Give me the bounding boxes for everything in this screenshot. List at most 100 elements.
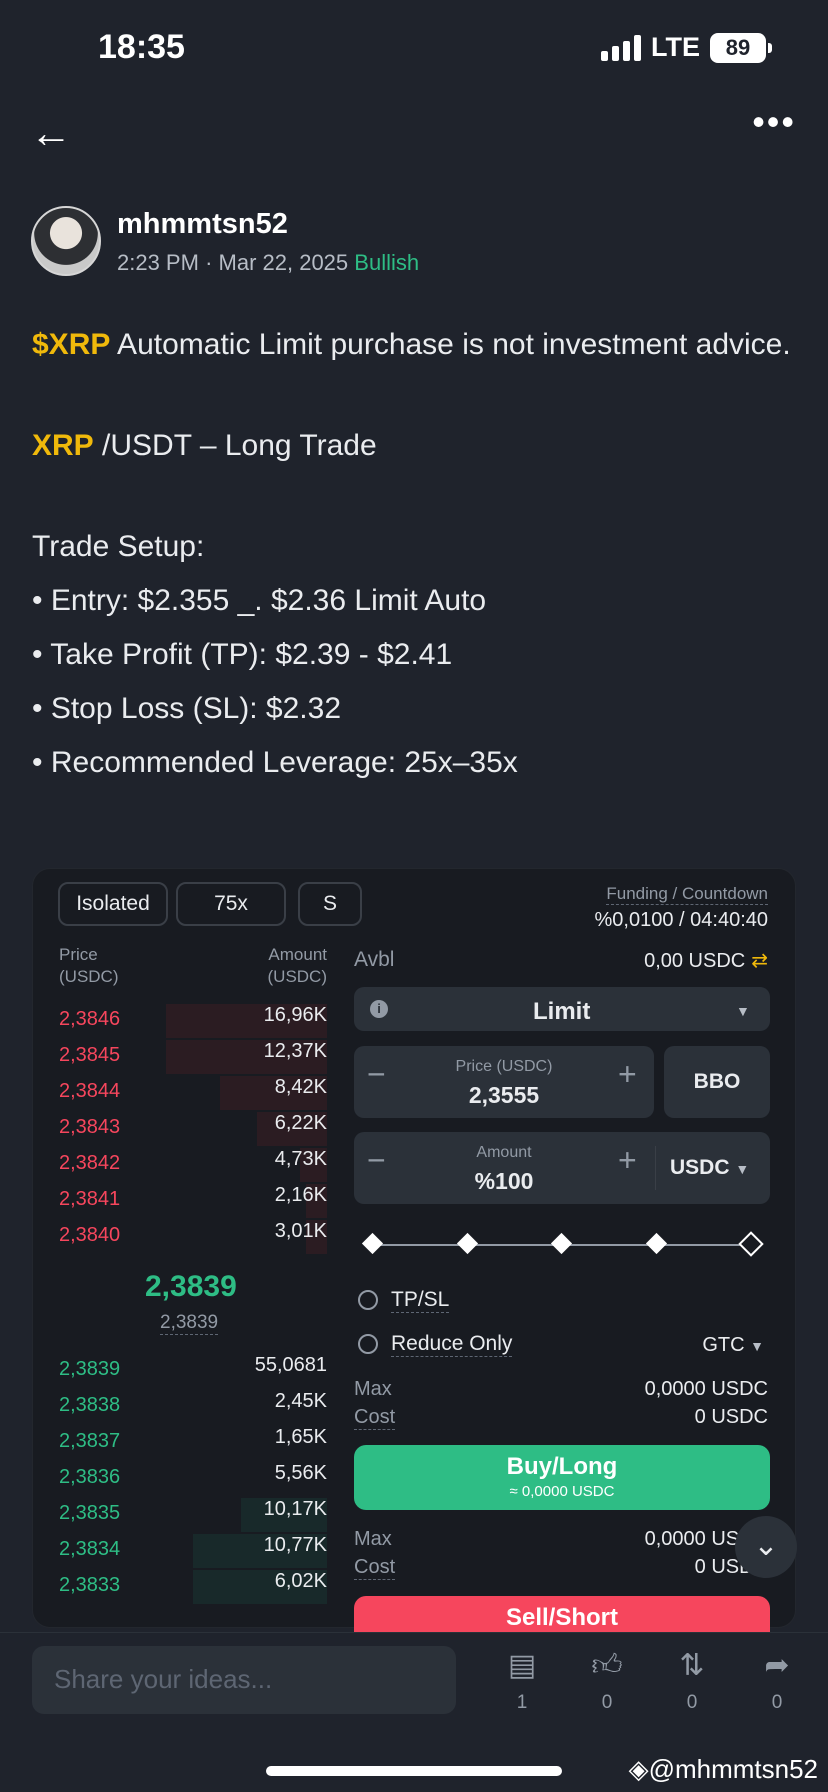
price-plus-button[interactable]: +	[618, 1056, 637, 1092]
amount-header-label: Amount	[268, 945, 327, 964]
amount-minus-button[interactable]: −	[367, 1142, 386, 1178]
orderbook-amount: 8,42K	[274, 1076, 327, 1098]
available-value: 0,00 USDC ⇄	[644, 948, 768, 973]
orderbook-price: 2,3842	[59, 1152, 121, 1174]
like-button[interactable]: 👍︎ 0	[582, 1648, 632, 1714]
scroll-down-icon[interactable]: ⌄	[735, 1516, 797, 1578]
depth-bar	[300, 1148, 327, 1182]
bbo-button[interactable]: BBO	[664, 1046, 770, 1118]
setup-item: • Take Profit (TP): $2.39 - $2.41	[32, 638, 453, 671]
ticker-link[interactable]: $XRP	[32, 328, 111, 361]
reduce-only-label[interactable]: Reduce Only	[391, 1332, 513, 1357]
mark-price: 2,3839	[160, 1312, 219, 1335]
orderbook-price: 2,3846	[59, 1008, 121, 1030]
orderbook-price: 2,3836	[59, 1466, 121, 1488]
amount-unit-select[interactable]: USDC ▼	[670, 1156, 749, 1180]
orderbook-amount: 5,56K	[274, 1462, 327, 1484]
binance-logo-icon: ◈	[628, 1754, 649, 1784]
orderbook-row[interactable]: 2,3841 2,16K	[59, 1184, 327, 1218]
orderbook-row[interactable]: 2,3836 5,56K	[59, 1462, 327, 1492]
available-label: Avbl	[354, 948, 395, 971]
pair-line: XRP /USDT – Long Trade	[32, 419, 802, 473]
orderbook-row[interactable]: 2,3839 55,0681	[59, 1354, 327, 1384]
repost-button[interactable]: ⇅ 0	[667, 1648, 717, 1714]
orderbook-price: 2,3840	[59, 1224, 121, 1246]
order-type-value: Limit	[533, 998, 591, 1025]
orderbook-row[interactable]: 2,3842 4,73K	[59, 1148, 327, 1182]
price-minus-button[interactable]: −	[367, 1056, 386, 1092]
buy-cost-label: Cost	[354, 1406, 396, 1430]
orderbook-price: 2,3845	[59, 1044, 121, 1066]
leverage-chip[interactable]: 75x	[176, 882, 286, 926]
tif-value: GTC	[702, 1334, 745, 1356]
more-options-icon[interactable]: •••	[752, 101, 796, 142]
orderbook-amount: 10,17K	[263, 1498, 327, 1520]
orderbook-row[interactable]: 2,3840 3,01K	[59, 1220, 327, 1254]
setup-item: • Stop Loss (SL): $2.32	[32, 692, 342, 725]
amount-unit-value: USDC	[670, 1156, 730, 1179]
buy-long-button[interactable]: Buy/Long ≈ 0,0000 USDC	[354, 1445, 770, 1510]
order-type-select[interactable]	[354, 987, 770, 1031]
depth-bar	[257, 1112, 327, 1146]
orderbook-price: 2,3839	[59, 1358, 121, 1380]
orderbook-amount: 16,96K	[263, 1004, 327, 1026]
like-count: 0	[601, 1692, 613, 1713]
orderbook-price: 2,3844	[59, 1080, 121, 1102]
orderbook-row[interactable]: 2,3846 16,96K	[59, 1004, 327, 1038]
orderbook-amount: 6,02K	[274, 1570, 327, 1592]
orderbook-amount: 10,77K	[263, 1534, 327, 1556]
margin-mode-chip[interactable]: Isolated	[58, 882, 168, 926]
price-input[interactable]	[354, 1046, 654, 1118]
funding-value: %0,0100 / 04:40:40	[594, 909, 768, 931]
orderbook-price: 2,3834	[59, 1538, 121, 1560]
orderbook-row[interactable]: 2,3835 10,17K	[59, 1498, 327, 1532]
repost-icon: ⇅	[679, 1649, 705, 1682]
comment-button[interactable]: ▤ 1	[497, 1648, 547, 1714]
buy-label: Buy/Long	[506, 1453, 618, 1480]
tpsl-radio[interactable]	[358, 1290, 378, 1310]
orderbook-row[interactable]: 2,3834 10,77K	[59, 1534, 327, 1568]
back-arrow-icon[interactable]: ←	[30, 109, 72, 156]
setup-title: Trade Setup:	[32, 530, 205, 563]
buy-max-label: Max	[354, 1378, 392, 1400]
transfer-icon[interactable]: ⇄	[751, 950, 768, 972]
price-header-label: Price	[59, 945, 98, 964]
post-time: 2:23 PM	[117, 250, 199, 275]
time-in-force-select[interactable]: GTC ▼	[702, 1334, 764, 1357]
asset-mode-chip[interactable]: S	[298, 882, 362, 926]
sell-max-label: Max	[354, 1528, 392, 1550]
watermark: ◈@mhmmtsn52	[629, 1754, 818, 1785]
orderbook-row[interactable]: 2,3843 6,22K	[59, 1112, 327, 1146]
avatar[interactable]	[31, 206, 101, 276]
amount-header-unit: (USDC)	[267, 967, 328, 986]
amount-field-value: %100	[474, 1168, 534, 1194]
info-icon[interactable]: i	[370, 1000, 388, 1018]
orderbook-price: 2,3841	[59, 1188, 121, 1210]
share-count: 0	[771, 1692, 783, 1713]
author-name[interactable]: mhmmtsn52	[117, 208, 288, 240]
orderbook-row[interactable]: 2,3844 8,42K	[59, 1076, 327, 1110]
chevron-down-icon: ▼	[750, 1338, 764, 1354]
comment-count: 1	[516, 1692, 528, 1713]
orderbook-row[interactable]: 2,3837 1,65K	[59, 1426, 327, 1456]
comment-icon: ▤	[507, 1649, 537, 1682]
amount-plus-button[interactable]: +	[618, 1142, 637, 1178]
orderbook-row[interactable]: 2,3838 2,45K	[59, 1390, 327, 1420]
signal-icon	[601, 34, 641, 61]
post-date: Mar 22, 2025	[218, 250, 349, 275]
home-indicator[interactable]	[266, 1766, 562, 1776]
buy-cost-value: 0 USDC	[694, 1406, 768, 1428]
orderbook-row[interactable]: 2,3833 6,02K	[59, 1570, 327, 1604]
orderbook-amount-header: Amount (USDC)	[227, 944, 328, 988]
share-ideas-input[interactable]: Share your ideas...	[32, 1646, 456, 1714]
tpsl-label[interactable]: TP/SL	[391, 1288, 450, 1313]
orderbook-row[interactable]: 2,3845 12,37K	[59, 1040, 327, 1074]
pair-ticker-link[interactable]: XRP	[32, 429, 94, 462]
post-intro: $XRP Automatic Limit purchase is not inv…	[32, 318, 802, 372]
sentiment-badge: Bullish	[354, 250, 420, 275]
share-button[interactable]: ➦ 0	[752, 1648, 802, 1714]
reduce-only-radio[interactable]	[358, 1334, 378, 1354]
depth-bar	[241, 1498, 327, 1532]
amount-input[interactable]	[354, 1132, 770, 1204]
orderbook-price-header: Price (USDC)	[59, 944, 119, 988]
